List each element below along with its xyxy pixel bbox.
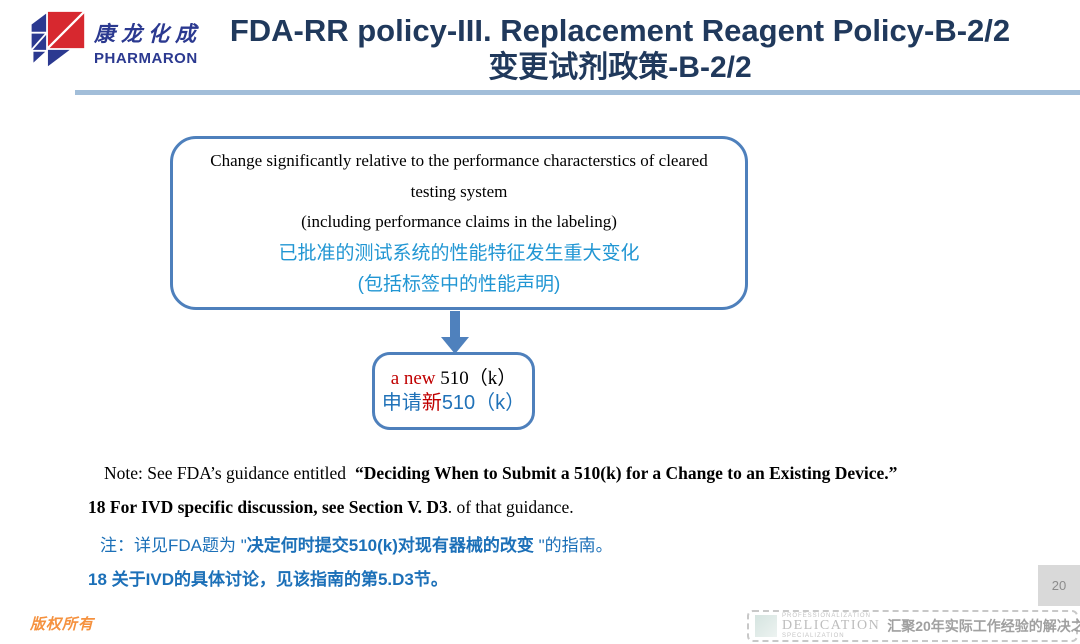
delication-watermark: PROFESSIONALIZATION DELICATION SPECIALIZ… (747, 610, 1080, 642)
pharmaron-logo: 康龙化成 PHARMARON (28, 10, 202, 73)
page-number-badge: 20 (1038, 565, 1080, 606)
result-cn-line: 申请新510（k） (381, 391, 526, 414)
slide-title-cn: 变更试剂政策-B-2/2 (488, 51, 752, 84)
condition-en-line2: testing system (410, 181, 508, 201)
condition-cn-line2: (包括标签中的性能声明) (357, 274, 561, 295)
pharmaron-logo-icon (28, 10, 86, 73)
down-arrow-shaft (450, 311, 460, 339)
delication-logo-icon (755, 615, 777, 637)
copyright-text: 版权所有 (30, 616, 95, 633)
note-line2: 18 For IVD specific discussion, see Sect… (88, 497, 574, 517)
watermark-top-text: PROFESSIONALIZATION (782, 613, 871, 619)
slide-title-en: FDA-RR policy-III. Replacement Reagent P… (229, 13, 1011, 48)
note-line1: Note: See FDA’s guidance entitled “Decidi… (104, 463, 898, 483)
note-line3: 注：详见FDA题为 "决定何时提交510(k)对现有器械的改变 "的指南。 (100, 536, 613, 555)
result-box: a new 510（k） 申请新510（k） (372, 352, 535, 430)
slide-title: FDA-RR policy-III. Replacement Reagent P… (180, 13, 1060, 85)
watermark-cn-text: 汇聚20年实际工作经验的解决之道 (887, 618, 1080, 634)
logo-en-text: PHARMARON (94, 50, 198, 67)
condition-en-line1: Change significantly relative to the per… (210, 151, 708, 170)
condition-en-line3: (including performance claims in the lab… (301, 212, 617, 231)
down-arrow-icon (441, 337, 469, 354)
condition-box: Change significantly relative to the per… (170, 136, 748, 310)
logo-cn-text: 康龙化成 (94, 22, 202, 46)
note-line4: 18 关于IVD的具体讨论，见该指南的第5.D3节。 (88, 570, 448, 589)
title-divider (75, 90, 1080, 95)
watermark-main-text: DELICATION (782, 618, 881, 633)
page-number: 20 (1051, 578, 1067, 593)
result-en-line: a new 510（k） (390, 367, 517, 389)
watermark-bottom-text: SPECIALIZATION (782, 633, 845, 639)
condition-cn-line1: 已批准的测试系统的性能特征发生重大变化 (278, 242, 640, 264)
